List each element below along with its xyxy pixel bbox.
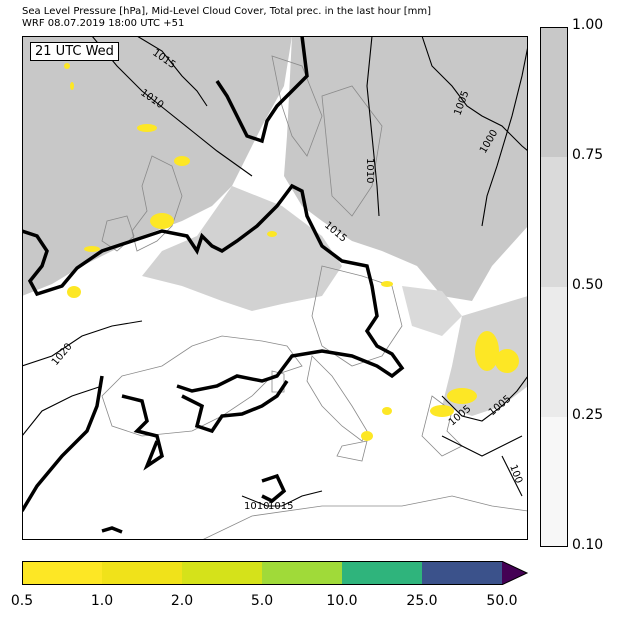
cloud-colorbar-svg	[540, 27, 568, 547]
cloud-tick-label: 0.75	[572, 147, 604, 163]
coastlines	[101, 55, 528, 540]
precip-colorbar-svg	[22, 561, 529, 585]
thin-isobars	[22, 36, 528, 507]
valid-time-label: 21 UTC Wed	[30, 42, 119, 61]
cloud-color-segment	[540, 27, 568, 157]
isobar-label: 1010	[364, 158, 375, 183]
map-title: Sea Level Pressure [hPa], Mid-Level Clou…	[22, 6, 432, 17]
cloud-color-segment	[540, 417, 568, 547]
isobar-label: 1010	[244, 501, 269, 512]
precip-color-segment	[342, 561, 422, 585]
precip-color-segment	[182, 561, 262, 585]
cloud-color-segment	[540, 157, 568, 287]
precip-tick-label: 5.0	[250, 593, 274, 609]
weather-map: 1015 1010 1005 1000 1010 1015 1020 1005 …	[22, 36, 528, 540]
precip-color-segment	[22, 561, 102, 585]
cloud-color-segment	[540, 287, 568, 417]
map-canvas: 1015 1010 1005 1000 1010 1015 1020 1005 …	[22, 36, 528, 540]
thick-isobar	[22, 36, 405, 534]
cloud-tick-label: 0.50	[572, 277, 604, 293]
precip-color-segment	[502, 561, 527, 585]
precip-color-segment	[422, 561, 502, 585]
isobar-label: 1015	[268, 501, 293, 512]
precipitation-colorbar	[22, 558, 530, 588]
precipitation-layer	[64, 63, 519, 441]
cloud-tick-label: 0.25	[572, 407, 604, 423]
cloud-cover-layer	[22, 36, 528, 416]
precip-tick-label: 25.0	[406, 593, 438, 609]
precip-tick-label: 1.0	[90, 593, 114, 609]
precip-color-segment	[102, 561, 182, 585]
precip-tick-label: 2.0	[170, 593, 194, 609]
precip-color-segment	[262, 561, 342, 585]
cloud-tick-label: 0.10	[572, 537, 604, 553]
cloud-cover-colorbar	[540, 27, 568, 547]
cloud-tick-label: 1.00	[572, 17, 604, 33]
run-info: WRF 08.07.2019 18:00 UTC +51	[22, 18, 185, 29]
precip-tick-label: 0.5	[10, 593, 34, 609]
precip-tick-label: 10.0	[326, 593, 358, 609]
precip-tick-label: 50.0	[486, 593, 518, 609]
